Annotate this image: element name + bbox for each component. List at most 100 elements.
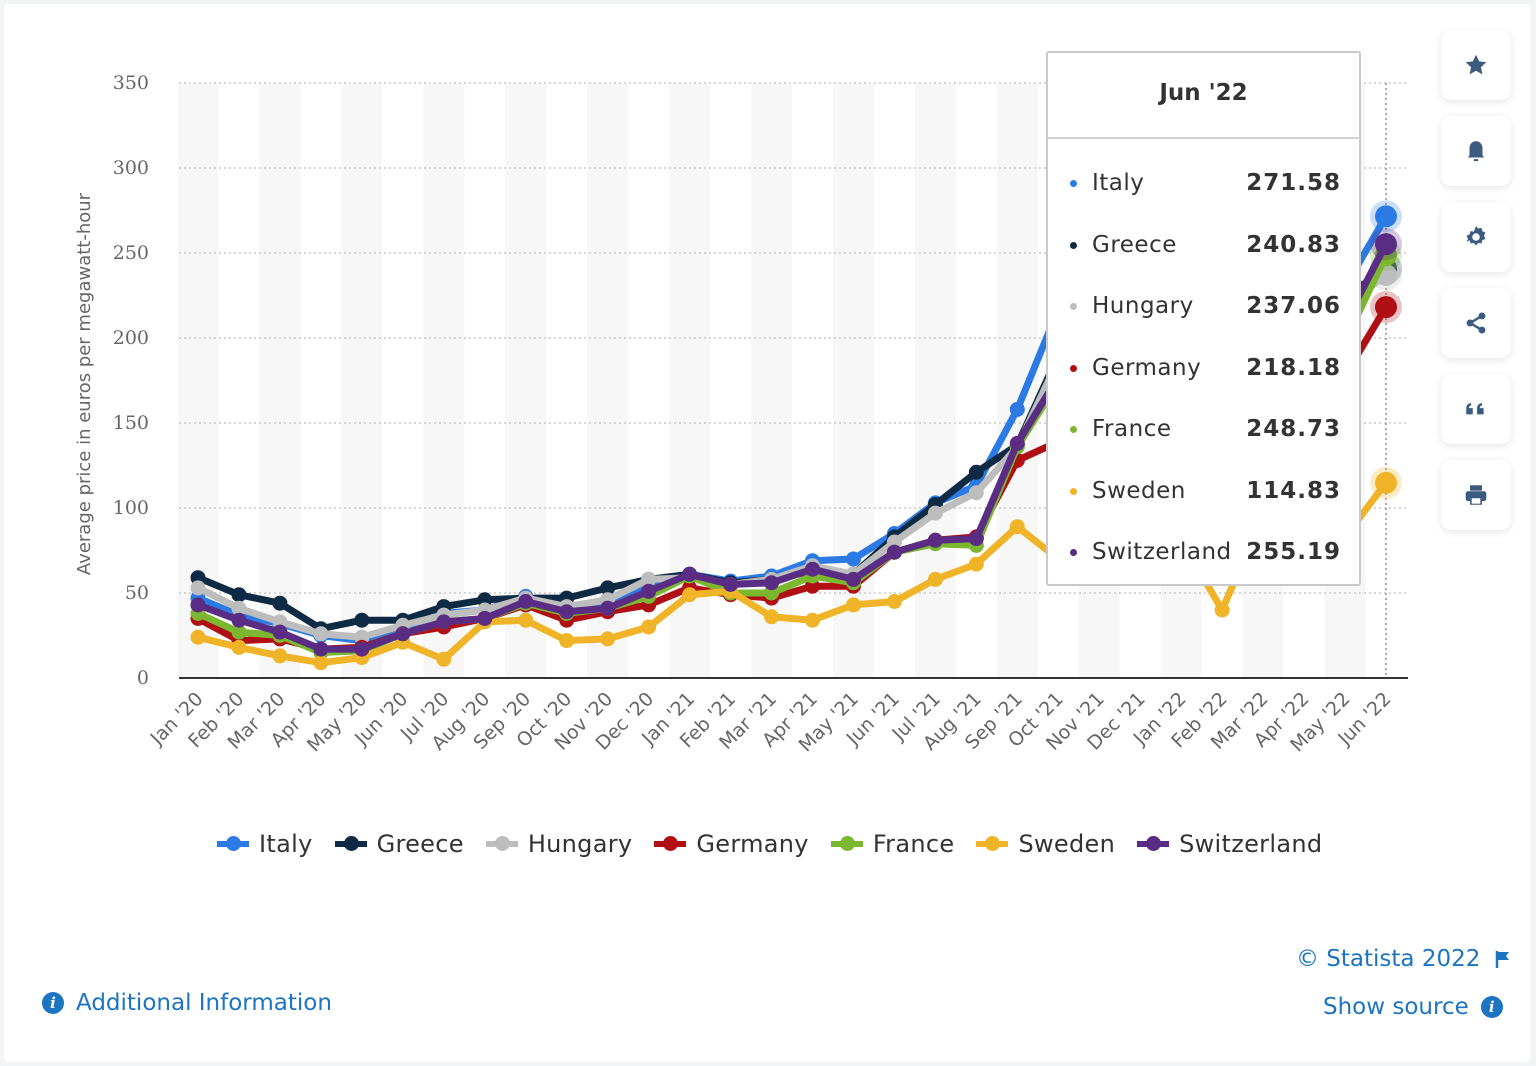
data-point[interactable]	[845, 551, 861, 567]
data-point[interactable]	[804, 561, 820, 577]
data-point[interactable]	[845, 571, 861, 587]
gridlines	[179, 82, 1408, 678]
y-tick-label: 50	[125, 582, 149, 604]
legend-item-switzerland[interactable]: Switzerland	[1137, 830, 1322, 858]
data-point[interactable]	[313, 641, 329, 657]
notification-button[interactable]	[1441, 116, 1511, 186]
gear-icon	[1466, 225, 1486, 246]
flag-icon[interactable]	[1494, 949, 1512, 969]
settings-button[interactable]	[1441, 202, 1511, 272]
data-point[interactable]	[764, 575, 780, 591]
star-icon	[1465, 54, 1487, 75]
data-point[interactable]	[1009, 435, 1025, 451]
legend-symbol	[1137, 835, 1170, 853]
data-point[interactable]	[927, 505, 943, 521]
data-point[interactable]	[1375, 471, 1397, 494]
chart-card: 0 50 100 150 200 250 300 350 Jan '20 Feb '20 Mar …	[4, 4, 1530, 1062]
data-point[interactable]	[477, 611, 493, 626]
legend: Italy Greece Hungary Germany France Sweden Swi…	[217, 830, 1322, 858]
data-point[interactable]	[313, 626, 329, 642]
data-point[interactable]	[641, 619, 657, 635]
data-point[interactable]	[190, 597, 206, 613]
series-color-dot	[1070, 180, 1077, 187]
tooltip-row: France 248.73	[1048, 410, 1359, 450]
data-point[interactable]	[395, 626, 411, 642]
y-tick-label: 200	[113, 327, 149, 349]
data-point[interactable]	[313, 655, 329, 671]
data-point[interactable]	[600, 631, 616, 647]
data-point[interactable]	[1009, 401, 1025, 417]
print-button[interactable]	[1441, 460, 1511, 530]
data-point[interactable]	[559, 633, 575, 649]
data-point[interactable]	[804, 612, 820, 628]
plot-band	[259, 83, 301, 678]
show-source-link[interactable]: Show source i	[1323, 994, 1503, 1020]
tooltip-series-name: Germany	[1092, 354, 1202, 381]
legend-label: Sweden	[1018, 830, 1116, 858]
data-point[interactable]	[641, 571, 657, 587]
tooltip-series-name: Switzerland	[1092, 539, 1232, 565]
data-point[interactable]	[190, 629, 206, 645]
data-point[interactable]	[968, 464, 984, 480]
data-point[interactable]	[518, 594, 534, 609]
data-point[interactable]	[436, 651, 452, 667]
y-tick-label: 100	[113, 497, 149, 519]
data-point[interactable]	[886, 544, 902, 560]
data-point[interactable]	[845, 597, 861, 613]
tooltip-series-value: 248.73	[1246, 416, 1341, 442]
data-point[interactable]	[1375, 296, 1397, 319]
legend-item-italy[interactable]: Italy	[217, 830, 313, 858]
cite-button[interactable]	[1441, 374, 1511, 444]
legend-item-france[interactable]: France	[830, 830, 955, 858]
data-point[interactable]	[559, 604, 575, 620]
data-point[interactable]	[231, 624, 247, 640]
data-point[interactable]	[272, 595, 288, 611]
info-icon: i	[1480, 996, 1503, 1018]
data-point[interactable]	[1375, 233, 1397, 256]
data-point[interactable]	[927, 571, 943, 587]
additional-information-link[interactable]: i Additional Information	[42, 990, 332, 1016]
legend-item-sweden[interactable]: Sweden	[976, 830, 1115, 858]
data-point[interactable]	[1009, 519, 1025, 535]
data-point[interactable]	[682, 587, 698, 603]
data-point[interactable]	[968, 556, 984, 572]
data-point[interactable]	[968, 531, 984, 547]
data-point[interactable]	[231, 587, 247, 603]
data-point[interactable]	[231, 600, 247, 616]
data-point[interactable]	[1375, 205, 1397, 228]
legend-item-hungary[interactable]: Hungary	[485, 830, 633, 858]
data-point[interactable]	[354, 612, 370, 628]
legend-item-greece[interactable]: Greece	[334, 830, 464, 858]
data-point[interactable]	[723, 577, 739, 592]
series-color-dot	[1070, 364, 1077, 372]
data-point[interactable]	[272, 648, 288, 664]
info-icon: i	[42, 992, 64, 1014]
y-tick-label: 0	[137, 667, 149, 689]
data-point[interactable]	[272, 624, 288, 640]
data-point[interactable]	[682, 566, 698, 582]
share-button[interactable]	[1441, 288, 1511, 358]
tooltip-series-value: 218.18	[1246, 354, 1341, 381]
data-point[interactable]	[927, 532, 943, 548]
favorite-button[interactable]	[1441, 30, 1511, 100]
data-point[interactable]	[190, 580, 206, 596]
data-point[interactable]	[600, 580, 616, 596]
data-point[interactable]	[600, 600, 616, 616]
data-point[interactable]	[231, 612, 247, 628]
series-color-dot	[1070, 241, 1077, 249]
data-point[interactable]	[436, 614, 452, 630]
legend-symbol	[654, 835, 687, 853]
data-point[interactable]	[518, 612, 534, 628]
data-point[interactable]	[231, 639, 247, 655]
data-point[interactable]	[886, 594, 902, 609]
tooltip-series-name: France	[1092, 416, 1172, 442]
copyright-label: © Statista 2022	[1296, 946, 1481, 972]
quote-icon	[1466, 403, 1484, 415]
copyright-link[interactable]: © Statista 2022	[1296, 946, 1512, 972]
data-point[interactable]	[764, 609, 780, 625]
data-point[interactable]	[968, 485, 984, 501]
data-point[interactable]	[1214, 602, 1230, 618]
data-point[interactable]	[641, 583, 657, 599]
legend-item-germany[interactable]: Germany	[654, 830, 809, 858]
data-point[interactable]	[354, 641, 370, 657]
